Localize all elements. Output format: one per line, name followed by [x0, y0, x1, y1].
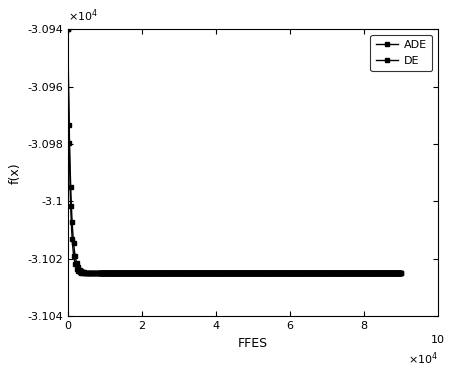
ADE — [76, 270, 82, 274]
ADE — [86, 271, 91, 275]
DE — [397, 271, 403, 275]
Line: DE: DE — [65, 27, 402, 275]
DE — [135, 271, 140, 275]
ADE — [97, 271, 102, 275]
ADE — [65, 27, 70, 32]
DE — [86, 271, 91, 275]
DE — [75, 266, 81, 270]
Line: ADE: ADE — [65, 27, 402, 275]
ADE — [135, 271, 140, 275]
DE — [65, 27, 70, 32]
Text: 10: 10 — [430, 335, 444, 345]
Legend: ADE, DE: ADE, DE — [370, 35, 432, 71]
DE — [97, 271, 102, 275]
X-axis label: FFES: FFES — [237, 337, 267, 350]
ADE — [221, 271, 226, 275]
DE — [76, 267, 82, 272]
Y-axis label: f(x): f(x) — [9, 162, 22, 183]
ADE — [75, 269, 81, 273]
ADE — [393, 271, 399, 275]
DE — [221, 271, 226, 275]
ADE — [397, 271, 403, 275]
Text: $\times10^4$: $\times10^4$ — [68, 7, 98, 23]
Text: $\times10^4$: $\times10^4$ — [407, 351, 437, 367]
DE — [393, 271, 399, 275]
